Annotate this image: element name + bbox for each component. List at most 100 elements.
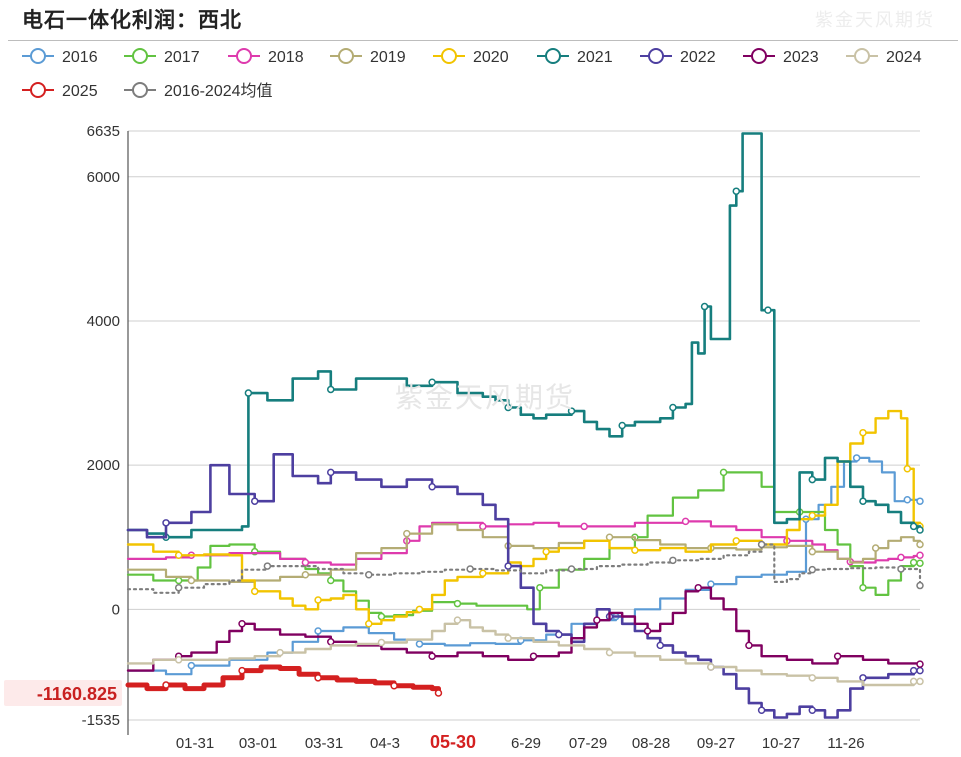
legend-item-2025[interactable]: 2025 <box>22 82 98 100</box>
data-point <box>808 674 817 682</box>
data-point <box>916 551 924 560</box>
x-tick-label: 07-29 <box>569 735 607 752</box>
data-point <box>276 648 284 657</box>
data-point <box>732 187 741 195</box>
data-point <box>162 681 170 689</box>
legend-item-2020[interactable]: 2020 <box>433 48 509 66</box>
data-point <box>327 576 335 585</box>
data-point <box>238 620 246 628</box>
legend-label: 2022 <box>680 49 716 66</box>
data-point <box>681 517 690 526</box>
series-line-2016-2024均值 <box>126 543 922 594</box>
legend-item-2016[interactable]: 2016 <box>22 48 98 66</box>
legend-label: 2023 <box>783 49 819 66</box>
data-point <box>301 558 310 567</box>
data-point <box>365 570 373 579</box>
data-point <box>732 537 741 545</box>
grid-lines <box>128 130 920 721</box>
chart-title: 电石一体化利润：西北 <box>22 8 242 32</box>
data-point <box>327 385 335 394</box>
data-point <box>174 656 183 664</box>
legend-item-2017[interactable]: 2017 <box>124 48 200 66</box>
legend-item-2018[interactable]: 2018 <box>228 48 304 66</box>
data-point <box>504 634 512 642</box>
data-point <box>415 605 424 614</box>
current-value-label: -1160.825 <box>37 684 117 704</box>
series-line-2024 <box>126 619 922 687</box>
legend-item-2023[interactable]: 2023 <box>743 48 819 66</box>
data-point <box>390 682 398 690</box>
x-tick-label: 09-27 <box>697 735 735 752</box>
data-point <box>377 612 386 621</box>
x-tick-label: 08-28 <box>632 735 670 752</box>
data-point <box>415 640 424 648</box>
data-point <box>314 596 322 604</box>
y-tick-label: 2000 <box>87 457 120 474</box>
data-point <box>567 565 576 573</box>
title-divider <box>8 40 958 41</box>
data-point <box>453 599 462 608</box>
data-point <box>631 546 639 554</box>
data-point <box>859 497 867 505</box>
data-point <box>434 689 443 697</box>
data-point <box>643 627 652 635</box>
data-point <box>859 428 867 437</box>
legend-item-2019[interactable]: 2019 <box>330 48 406 66</box>
series-line-2022 <box>126 453 922 719</box>
legend-item-2021[interactable]: 2021 <box>537 48 613 66</box>
data-point <box>916 526 924 534</box>
data-point <box>669 403 677 412</box>
current-value-tag <box>4 680 122 707</box>
center-watermark: 紫金天风期货 <box>395 381 575 414</box>
data-point <box>174 583 183 592</box>
data-point <box>707 663 715 671</box>
data-point <box>479 522 487 531</box>
data-point <box>618 421 626 430</box>
data-point <box>903 465 912 473</box>
series-line-2025 <box>125 664 441 696</box>
legend-item-2022[interactable]: 2022 <box>640 48 716 66</box>
y-tick-label: 6000 <box>87 169 120 186</box>
data-point <box>852 454 861 462</box>
data-point <box>916 540 924 549</box>
data-point <box>529 652 538 660</box>
data-point <box>700 302 709 311</box>
tick-labels: 6635 6000 4000 2000 0 -1535 01-31 03-01 03-31 04-… <box>4 123 865 752</box>
legend-item-2016-2024均值[interactable]: 2016-2024均值 <box>124 82 273 100</box>
legend-item-2024[interactable]: 2024 <box>846 48 922 66</box>
data-point <box>327 468 335 477</box>
x-tick-label: 11-26 <box>827 735 864 752</box>
data-point <box>903 496 912 504</box>
data-point <box>808 511 817 520</box>
data-point <box>897 565 905 573</box>
data-point <box>428 378 436 386</box>
data-point <box>764 306 772 314</box>
data-point <box>327 638 335 646</box>
y-tick-label: 6635 <box>87 123 120 140</box>
data-point <box>428 652 436 660</box>
legend-label: 2017 <box>164 49 200 66</box>
data-point <box>504 403 512 412</box>
data-point <box>453 616 462 624</box>
legend-label: 2020 <box>473 49 509 66</box>
legend: 2016 2017 2018 2019 2020 2021 2022 2023 2024 2025… <box>22 48 922 100</box>
legend-label: 2021 <box>577 49 613 66</box>
legend-label: 2025 <box>62 83 98 100</box>
x-tick-label: 03-01 <box>239 735 277 752</box>
data-point <box>187 661 196 670</box>
legend-label: 2016 <box>62 49 98 66</box>
data-point <box>719 468 728 477</box>
data-point <box>605 533 614 541</box>
x-tick-label: 10-27 <box>762 735 800 752</box>
data-point <box>916 677 924 686</box>
data-point <box>707 580 715 588</box>
legend-label: 2016-2024均值 <box>164 82 273 100</box>
data-point <box>871 544 880 552</box>
legend-label: 2019 <box>370 49 406 66</box>
series-line-2021 <box>126 132 922 539</box>
data-point <box>694 583 702 592</box>
data-point <box>808 547 817 556</box>
data-point <box>314 627 322 635</box>
legend-label: 2024 <box>886 49 922 66</box>
data-point <box>174 551 183 560</box>
